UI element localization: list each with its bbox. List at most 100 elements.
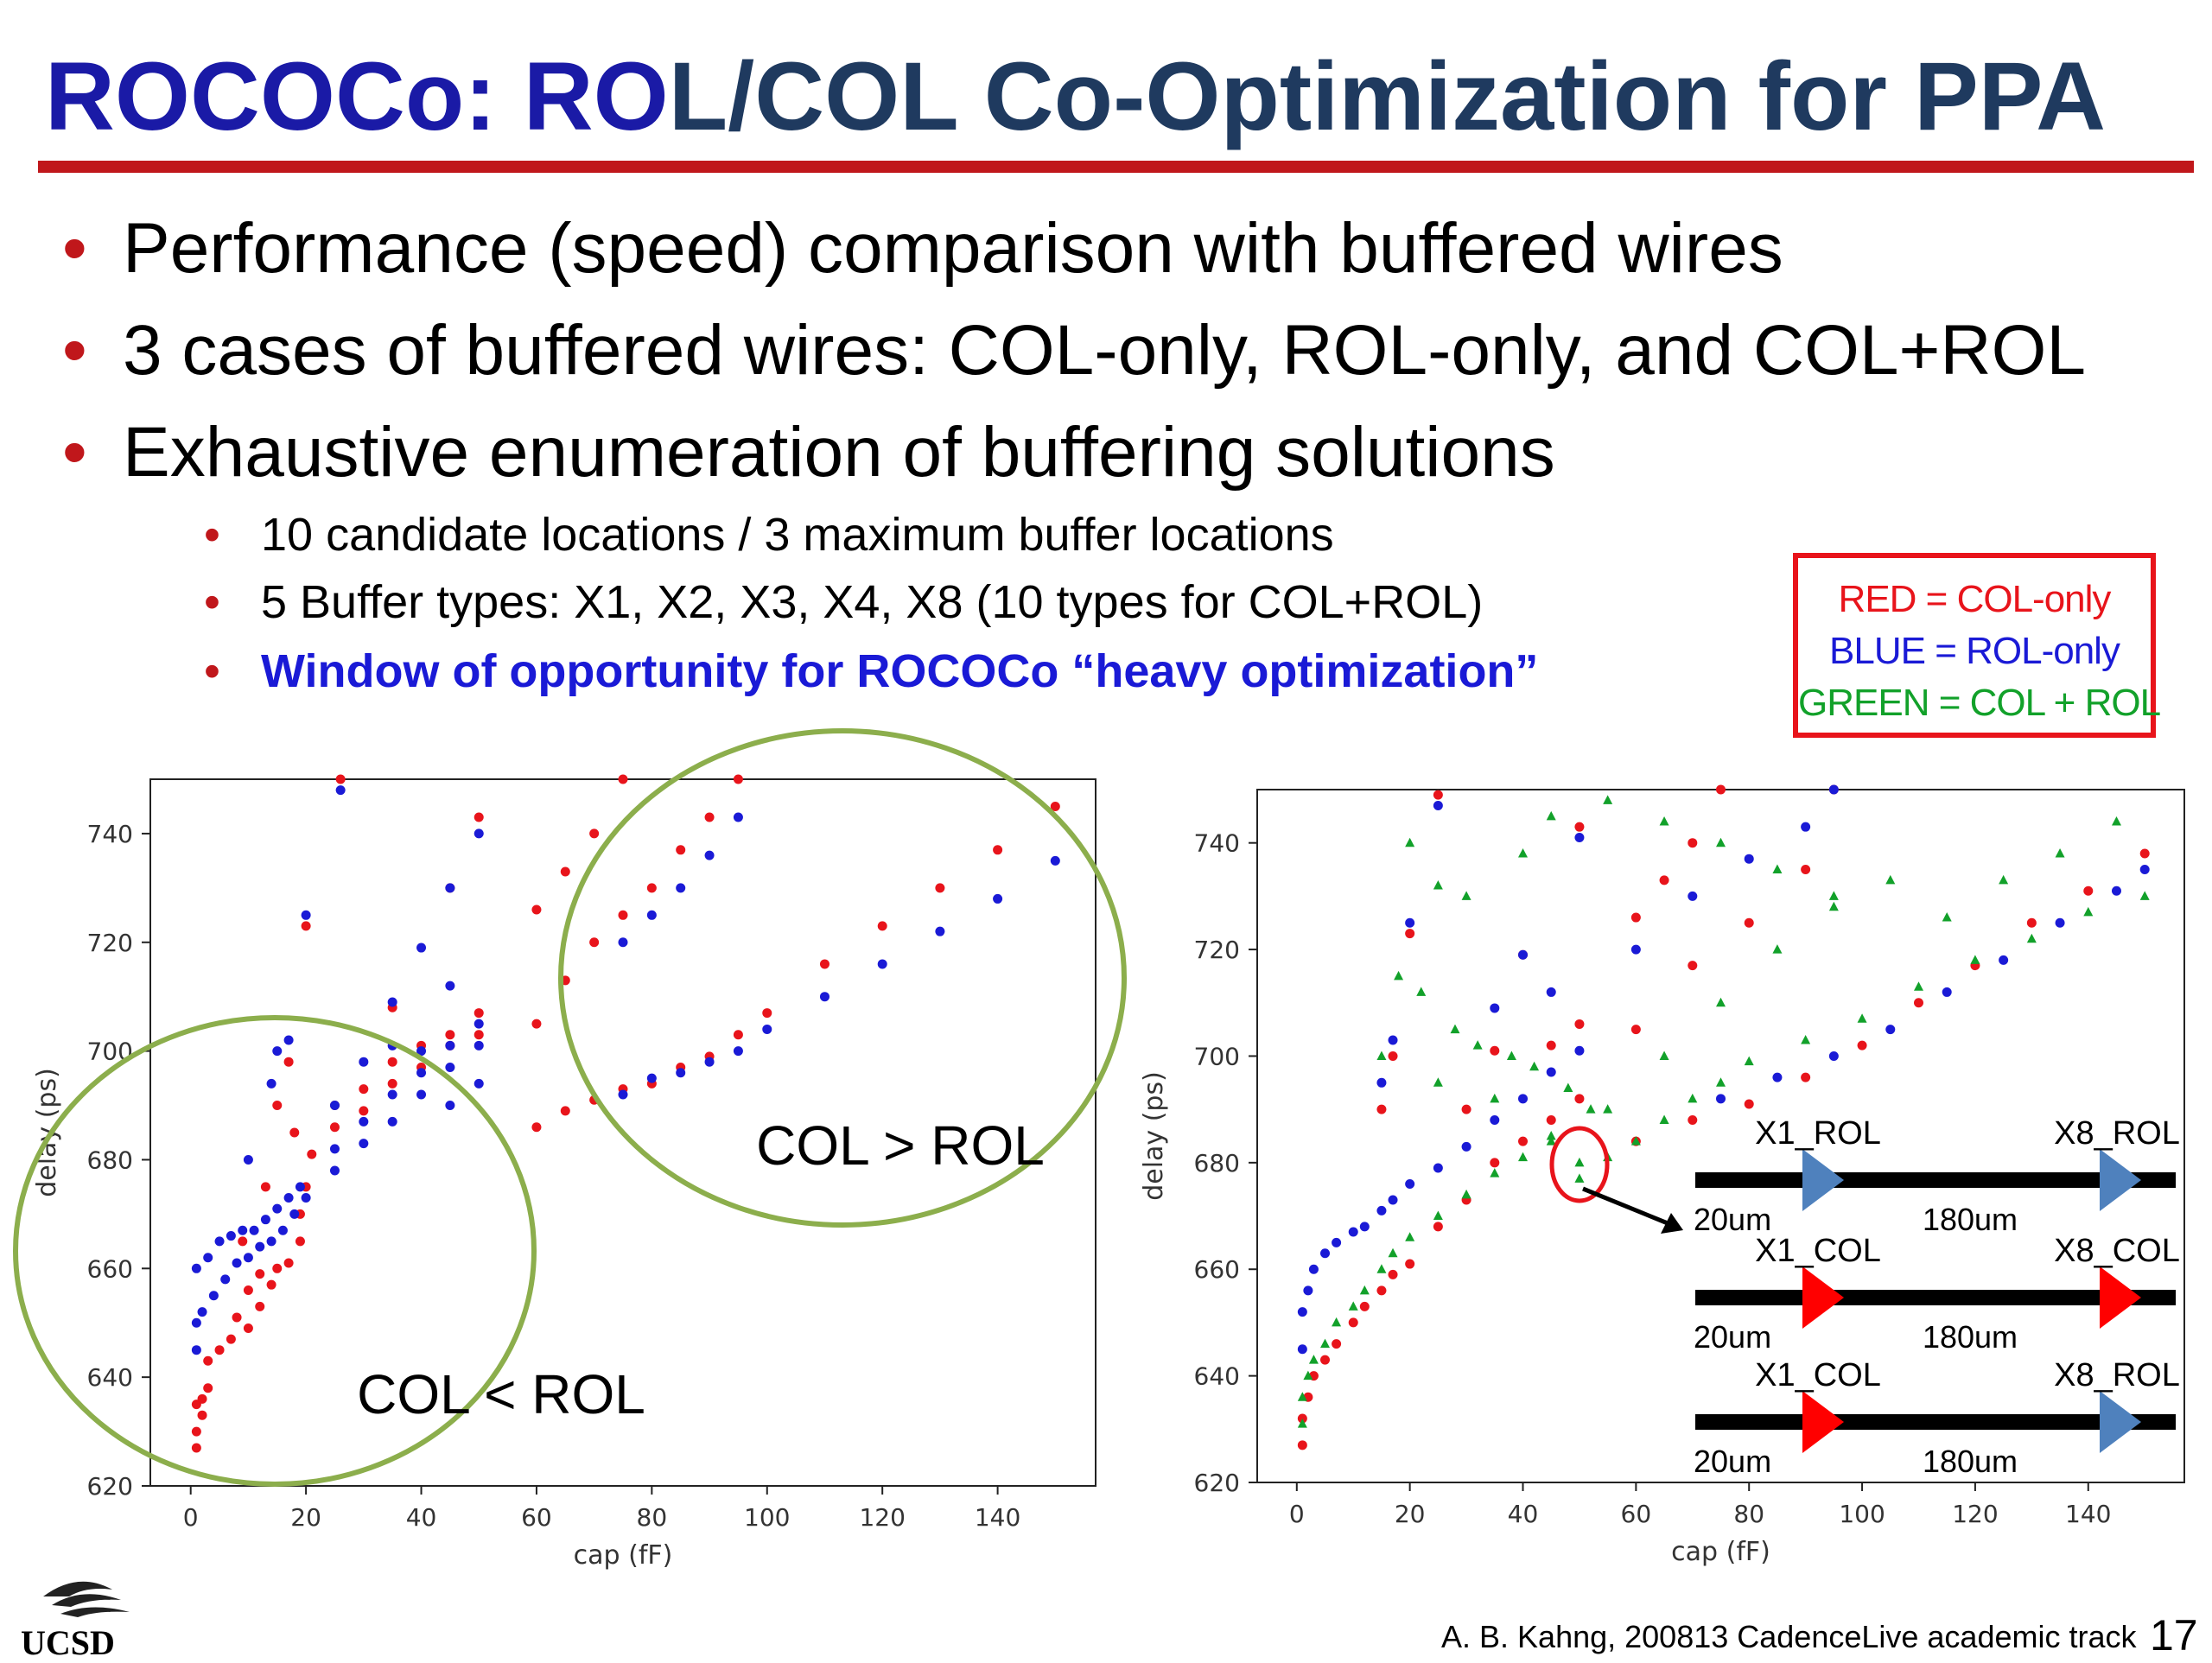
- data-point: [1405, 929, 1415, 939]
- y-axis-label: delay (ps): [1139, 1071, 1169, 1201]
- title-part-1: ROCOCo: RO: [45, 42, 669, 150]
- data-point: [445, 1040, 455, 1050]
- data-point: [1518, 1094, 1529, 1104]
- data-point: [474, 812, 484, 822]
- data-point: [1716, 1094, 1726, 1104]
- data-point: [416, 1046, 427, 1057]
- data-point: [445, 1030, 455, 1040]
- inset-seg1-label: 20um: [1694, 1202, 1771, 1237]
- data-point: [618, 910, 628, 920]
- data-point: [474, 828, 484, 839]
- data-point: [260, 1182, 270, 1192]
- page-number: 17: [2150, 1611, 2198, 1660]
- data-point-triangle: [1529, 1061, 1540, 1071]
- data-point: [220, 1274, 231, 1285]
- data-point: [1999, 955, 2009, 965]
- data-point: [1297, 1344, 1307, 1355]
- data-point-triangle: [1586, 1104, 1596, 1114]
- data-point: [277, 1225, 288, 1235]
- data-point: [283, 1258, 294, 1268]
- data-point: [589, 937, 600, 948]
- data-point: [474, 1030, 484, 1040]
- data-point: [1320, 1355, 1331, 1365]
- data-point-triangle: [1574, 1173, 1585, 1183]
- bullet-text: Exhaustive enumeration of buffering solu…: [123, 413, 1555, 492]
- data-point-triangle: [1405, 1232, 1415, 1241]
- data-point-triangle: [1603, 1104, 1613, 1114]
- data-point-triangle: [1603, 795, 1613, 804]
- x-axis-label: cap (fF): [1671, 1537, 1770, 1567]
- sub-bullet-item: • Window of opportunity for ROCOCo “heavy…: [204, 641, 1538, 701]
- data-point: [1297, 1440, 1307, 1450]
- data-point: [1388, 1035, 1398, 1045]
- data-point-triangle: [1659, 1050, 1669, 1060]
- data-point: [445, 981, 455, 991]
- data-point: [191, 1263, 201, 1273]
- data-point: [646, 883, 657, 893]
- data-point: [301, 910, 311, 920]
- inset-left-label: X1_COL: [1755, 1357, 1881, 1393]
- data-point: [387, 1089, 397, 1100]
- data-point: [1303, 1285, 1313, 1296]
- data-point: [1461, 1141, 1471, 1152]
- data-point-triangle: [1405, 837, 1415, 847]
- x-tick-label: 40: [1508, 1500, 1539, 1528]
- data-point: [1801, 822, 1811, 832]
- data-point: [2055, 917, 2065, 928]
- data-point: [416, 1068, 427, 1078]
- data-point-triangle: [1308, 1355, 1319, 1364]
- data-point-triangle: [1857, 1013, 1867, 1023]
- annotation-col-gt-rol: COL > ROL: [756, 1114, 1045, 1177]
- data-point: [560, 1106, 570, 1116]
- data-point: [266, 1236, 276, 1247]
- data-point: [733, 774, 743, 784]
- data-point-triangle: [1376, 1050, 1387, 1060]
- data-point: [1716, 784, 1726, 795]
- sub-bullet-text: 5 Buffer types: X1, X2, X3, X4, X8 (10 t…: [261, 576, 1484, 628]
- bullet-marker: •: [204, 645, 220, 697]
- data-point-triangle: [1416, 987, 1427, 996]
- data-point-triangle: [1744, 1056, 1754, 1066]
- data-point: [335, 785, 346, 796]
- data-point: [272, 1263, 283, 1273]
- y-tick-label: 660: [87, 1254, 133, 1283]
- data-point: [1744, 854, 1754, 864]
- bullet-marker: •: [62, 209, 87, 288]
- data-point: [993, 845, 1003, 855]
- data-point: [359, 1084, 369, 1095]
- data-point: [1433, 1163, 1443, 1173]
- data-point: [416, 1089, 427, 1100]
- data-point: [819, 959, 830, 969]
- data-point-triangle: [2055, 848, 2065, 858]
- x-tick-label: 120: [859, 1503, 905, 1532]
- y-tick-label: 740: [1194, 829, 1240, 858]
- data-point: [676, 845, 686, 855]
- data-point-triangle: [1472, 1040, 1483, 1050]
- data-point: [1574, 833, 1585, 843]
- data-point: [197, 1307, 207, 1317]
- x-tick-label: 120: [1952, 1500, 1998, 1528]
- data-point-triangle: [1388, 1247, 1398, 1258]
- data-point: [1405, 1179, 1415, 1190]
- x-tick-label: 80: [1733, 1500, 1764, 1528]
- data-point: [1546, 1040, 1556, 1050]
- title-part-3: -Optimization for PPA: [1113, 42, 2107, 150]
- ucsd-logo-text: UCSD: [21, 1623, 115, 1662]
- data-point-triangle: [1490, 1168, 1500, 1177]
- buffer-triangle: [1802, 1149, 1844, 1211]
- data-point: [283, 1035, 294, 1045]
- data-point: [1376, 1205, 1387, 1216]
- color-legend-box: RED = COL-only BLUE = ROL-only GREEN = C…: [1793, 553, 2161, 738]
- data-point-triangle: [2083, 906, 2094, 917]
- data-point: [203, 1355, 213, 1366]
- inset-right-label: X8_ROL: [2054, 1115, 2180, 1152]
- data-point-triangle: [1885, 874, 1896, 885]
- data-point-triangle: [1433, 880, 1443, 890]
- data-point: [474, 1078, 484, 1089]
- data-point: [1433, 790, 1443, 800]
- data-point-triangle: [1546, 1136, 1556, 1146]
- data-point: [445, 1062, 455, 1072]
- y-tick-label: 620: [1194, 1469, 1240, 1497]
- data-point: [2139, 865, 2150, 875]
- data-point: [1050, 855, 1060, 866]
